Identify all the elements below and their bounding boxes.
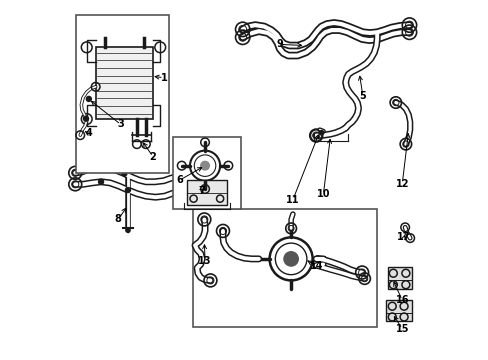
Text: 1: 1 <box>160 73 167 83</box>
Text: 5: 5 <box>359 91 366 101</box>
Text: 17: 17 <box>397 232 410 242</box>
Text: 13: 13 <box>198 256 211 266</box>
Bar <box>76 15 169 173</box>
Bar <box>386 300 411 320</box>
Text: 15: 15 <box>395 324 408 334</box>
Circle shape <box>83 116 88 121</box>
Bar <box>192 209 376 327</box>
Text: 11: 11 <box>285 195 299 205</box>
Text: 3: 3 <box>117 120 124 129</box>
Text: 14: 14 <box>309 261 322 271</box>
Circle shape <box>125 188 130 193</box>
Circle shape <box>284 252 298 266</box>
Circle shape <box>319 131 323 135</box>
Text: 12: 12 <box>395 179 408 189</box>
Text: 9: 9 <box>276 40 283 49</box>
Bar <box>96 47 153 119</box>
Bar <box>387 267 411 289</box>
Text: 10: 10 <box>316 189 329 199</box>
Circle shape <box>113 167 118 172</box>
Text: 6: 6 <box>176 175 183 185</box>
Circle shape <box>86 96 91 102</box>
Text: 16: 16 <box>395 295 408 305</box>
Text: 2: 2 <box>149 152 156 162</box>
Text: 4: 4 <box>85 129 92 138</box>
Text: 8: 8 <box>115 215 122 224</box>
Circle shape <box>99 179 103 184</box>
Text: 7: 7 <box>198 186 204 196</box>
Bar <box>187 180 226 205</box>
Bar <box>172 137 241 209</box>
Circle shape <box>125 228 130 232</box>
Circle shape <box>201 161 209 170</box>
Circle shape <box>122 171 126 176</box>
